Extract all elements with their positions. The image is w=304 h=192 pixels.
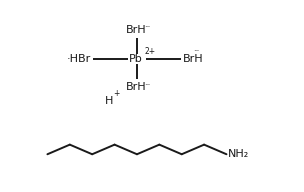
Text: ·⁻: ·⁻ [193,47,200,56]
Text: ·HBr: ·HBr [67,54,91,64]
Text: BrH: BrH [126,82,146,92]
Text: H: H [105,96,113,106]
Text: Pb: Pb [129,54,143,64]
Text: ·⁻: ·⁻ [144,82,150,91]
Text: 2+: 2+ [145,47,156,56]
Text: +: + [113,89,120,98]
Text: NH₂: NH₂ [228,149,249,159]
Text: ·⁻: ·⁻ [144,23,150,32]
Text: BrH: BrH [183,54,203,64]
Text: BrH: BrH [126,26,146,36]
